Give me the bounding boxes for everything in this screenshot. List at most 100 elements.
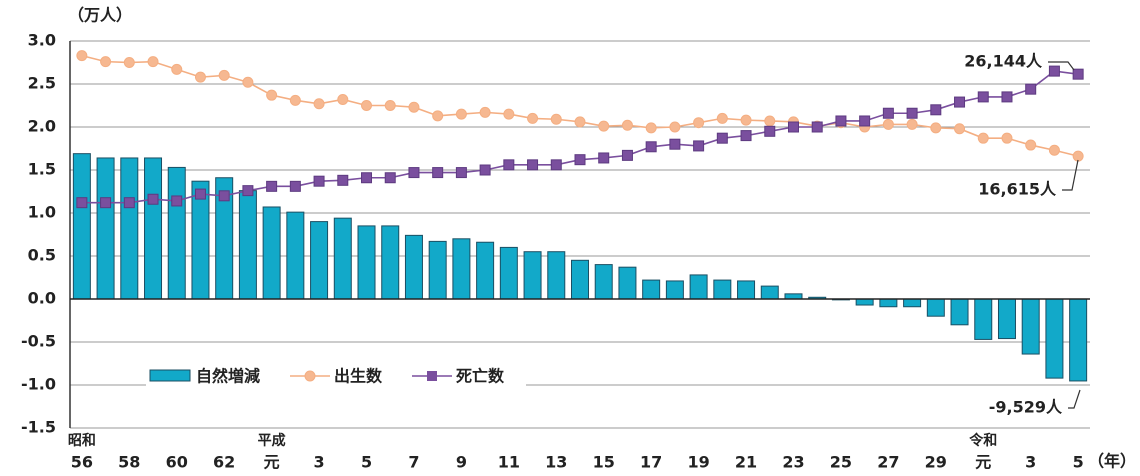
- marker: [218, 69, 230, 81]
- leader-line: [1068, 389, 1081, 409]
- marker: [906, 107, 918, 119]
- x-tick-label: 5: [1073, 453, 1084, 472]
- marker: [218, 190, 230, 202]
- legend-swatch: [149, 369, 191, 382]
- x-tick-label: 3: [1025, 453, 1036, 472]
- marker: [693, 140, 705, 152]
- bar: [523, 251, 542, 300]
- leader-line: [1062, 159, 1079, 191]
- marker: [716, 132, 728, 144]
- marker: [621, 119, 633, 131]
- legend-swatch: [304, 370, 316, 382]
- marker: [384, 172, 396, 184]
- bar: [96, 157, 115, 300]
- y-axis-label: （万人）: [68, 6, 132, 25]
- bar: [310, 221, 329, 300]
- marker: [361, 100, 373, 111]
- marker: [930, 122, 942, 134]
- x-tick-label: 3: [313, 453, 324, 472]
- bar: [974, 298, 993, 340]
- bar: [903, 298, 922, 308]
- bar: [547, 251, 566, 300]
- x-tick-label: 7: [408, 453, 419, 472]
- marker: [954, 123, 966, 135]
- y-tick-label: 0.5: [28, 246, 56, 265]
- marker: [527, 159, 539, 171]
- marker: [764, 115, 776, 127]
- marker: [289, 94, 301, 106]
- y-tick-label: 2.5: [28, 74, 56, 93]
- bar: [476, 241, 495, 300]
- value-label: 16,615人: [978, 180, 1057, 199]
- bar: [997, 298, 1016, 340]
- x-tick-label: 29: [925, 453, 947, 472]
- bar: [879, 298, 898, 308]
- legend-label: 出生数: [334, 367, 383, 386]
- marker: [977, 91, 989, 103]
- marker: [266, 180, 278, 192]
- x-tick-label: 元: [975, 453, 991, 472]
- bar: [594, 264, 613, 300]
- era-label: 昭和: [68, 433, 96, 449]
- marker: [455, 167, 467, 179]
- marker: [1025, 83, 1037, 95]
- marker: [337, 174, 349, 186]
- bar: [357, 225, 376, 300]
- x-tick-label: 21: [735, 453, 757, 472]
- bar: [404, 234, 423, 300]
- marker: [76, 50, 88, 62]
- marker: [550, 113, 562, 125]
- marker: [1048, 144, 1060, 156]
- marker: [100, 56, 112, 68]
- x-tick-label: 19: [687, 453, 709, 472]
- bar: [1045, 298, 1064, 379]
- bar: [950, 298, 969, 326]
- bar: [333, 217, 352, 300]
- y-tick-label: -0.5: [21, 332, 56, 351]
- x-tick-label: 56: [71, 453, 93, 472]
- marker: [787, 121, 799, 133]
- marker: [432, 167, 444, 179]
- marker: [266, 89, 278, 101]
- marker: [123, 57, 135, 68]
- marker: [242, 185, 254, 197]
- y-tick-label: -1.0: [21, 375, 56, 394]
- marker: [598, 152, 610, 164]
- marker: [408, 101, 420, 113]
- marker: [669, 138, 681, 150]
- bar: [855, 298, 874, 306]
- x-tick-label: 5: [361, 453, 372, 472]
- marker: [740, 130, 752, 142]
- x-tick-label: 62: [213, 453, 235, 472]
- bar: [1021, 298, 1040, 355]
- marker: [1072, 150, 1084, 162]
- marker: [574, 116, 586, 128]
- marker: [954, 96, 966, 108]
- y-tick-label: -1.5: [21, 418, 56, 437]
- legend-bg: [146, 362, 526, 390]
- bar: [238, 190, 257, 300]
- marker: [740, 114, 752, 126]
- marker: [882, 118, 894, 130]
- bar: [571, 259, 589, 300]
- bar: [286, 211, 305, 300]
- marker: [432, 110, 444, 122]
- value-label: 26,144人: [964, 52, 1043, 71]
- marker: [147, 193, 159, 205]
- marker: [289, 180, 301, 192]
- y-tick-label: 2.0: [28, 117, 56, 136]
- marker: [906, 118, 918, 130]
- marker: [361, 172, 373, 184]
- marker: [645, 122, 657, 134]
- marker: [716, 112, 728, 124]
- y-tick-label: 1.5: [28, 160, 56, 179]
- x-tick-label: 60: [166, 453, 188, 472]
- bar: [689, 274, 708, 300]
- bar: [760, 285, 779, 300]
- x-tick-label: 13: [545, 453, 567, 472]
- marker: [930, 104, 942, 116]
- bar: [144, 157, 163, 300]
- legend-label: 自然増減: [196, 367, 260, 386]
- marker: [455, 108, 467, 120]
- bar: [381, 225, 400, 300]
